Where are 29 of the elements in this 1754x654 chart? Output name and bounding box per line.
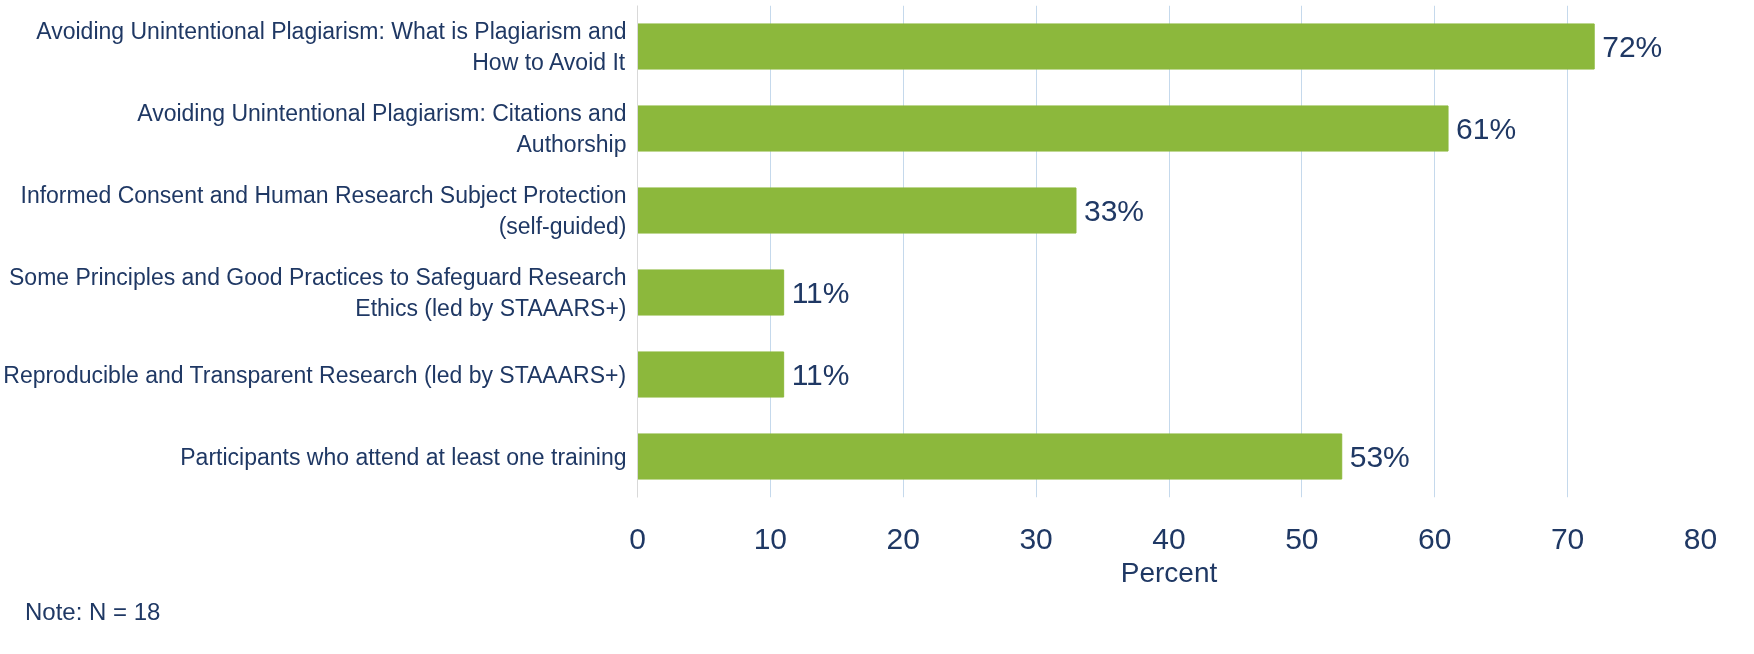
text: Note: N = 18: [25, 597, 161, 627]
data-label: 11%: [791, 358, 850, 391]
x-tick-label: 50: [1285, 521, 1319, 555]
x-tick-label: 70: [1550, 521, 1585, 555]
x-tick-label: 30: [1019, 521, 1053, 555]
x-tick-label: 0: [629, 521, 646, 555]
bar: [637, 23, 1595, 70]
y-tick-label: Some Principles and Good Practices to Safeguard Research Ethics (led by STAAARS+): [9, 263, 627, 322]
bar: [637, 351, 785, 398]
data-label: 72%: [1602, 30, 1663, 63]
y-tick-label: Reproducible and Transparent Research (led by STAAARS+): [3, 361, 627, 388]
x-tick-label: 20: [886, 521, 920, 555]
y-tick-label: Participants who attend at least one training: [180, 443, 627, 470]
bar: [637, 433, 1343, 480]
y-tick-label: Avoiding Unintentional Plagiarism: Citations and Authorship: [137, 99, 627, 158]
x-axis-title: Percent: [1120, 556, 1218, 588]
data-label: 33%: [1083, 194, 1145, 227]
bar: [637, 105, 1449, 152]
y-tick-label: Avoiding Unintentional Plagiarism: What is Plagiarism and How to Avoid It: [36, 17, 627, 76]
data-label: 61%: [1456, 112, 1517, 145]
x-tick-label: 40: [1152, 521, 1186, 555]
x-tick-label: 10: [753, 521, 788, 555]
x-tick-label: 80: [1683, 521, 1718, 555]
x-tick-label: 60: [1418, 521, 1452, 555]
data-label: 11%: [791, 276, 850, 309]
bar: [637, 269, 785, 316]
bar: [637, 187, 1077, 234]
y-tick-label: Informed Consent and Human Research Subject Protection (self-guided): [20, 181, 627, 240]
data-label: 53%: [1349, 440, 1410, 473]
